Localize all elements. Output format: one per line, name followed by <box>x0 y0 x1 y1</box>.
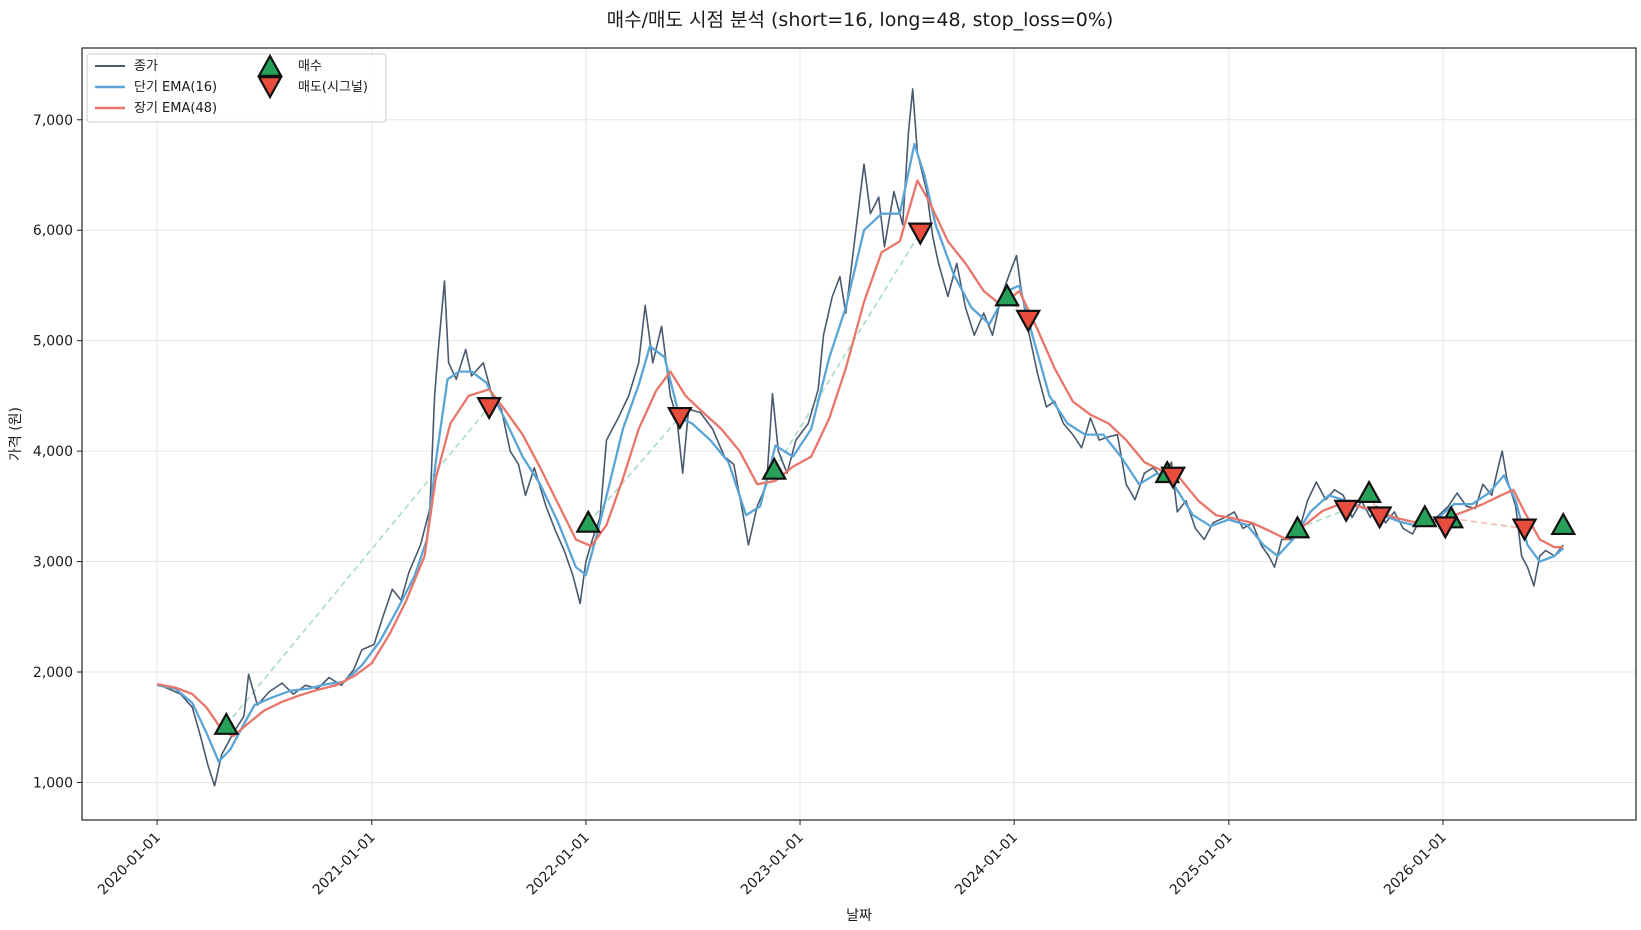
y-axis-label: 가격 (원) <box>8 407 24 461</box>
sell-marker <box>476 397 502 421</box>
sell-marker <box>1333 499 1360 523</box>
trade-connector <box>225 406 490 726</box>
buy-marker <box>761 456 788 480</box>
legend-swatch-sell <box>257 76 283 100</box>
x-axis-label: 날짜 <box>846 908 872 924</box>
legend-label-close: 종가 <box>134 59 158 74</box>
sell-marker <box>1366 506 1393 530</box>
series-line-long-ema <box>156 179 1564 738</box>
x-tick-label: 2024-01-01 <box>952 830 1021 899</box>
sell-marker <box>1160 466 1187 490</box>
legend-label-short-ema: 단기 EMA(16) <box>134 80 217 95</box>
x-tick-label: 2023-01-01 <box>738 830 807 899</box>
grid-layer <box>82 48 1636 820</box>
y-tick-label: 3,000 <box>33 555 73 571</box>
legend-swatch-buy <box>257 53 283 77</box>
buy-marker <box>1356 479 1382 503</box>
y-tick-label: 1,000 <box>33 775 73 791</box>
series-line-short-ema <box>156 142 1565 763</box>
buy-marker <box>1284 515 1311 539</box>
legend-box <box>86 53 387 123</box>
x-tick-label: 2022-01-01 <box>524 830 593 899</box>
trade-connector <box>587 416 681 524</box>
sell-marker <box>907 222 934 246</box>
marker-layer <box>213 222 1577 735</box>
x-tick-label: 2021-01-01 <box>310 830 379 899</box>
y-tick-label: 7,000 <box>33 113 73 129</box>
trade-connector <box>1297 508 1347 530</box>
series-layer <box>156 88 1565 787</box>
buy-marker <box>994 283 1020 307</box>
sell-marker <box>1015 309 1042 333</box>
y-tick-label: 2,000 <box>33 665 73 681</box>
trade-connector <box>773 232 921 471</box>
x-tick-label: 2025-01-01 <box>1167 830 1236 899</box>
x-tick-label: 2020-01-01 <box>95 830 164 899</box>
legend-label-long-ema: 장기 EMA(48) <box>134 101 217 116</box>
x-tick-label: 2026-01-01 <box>1381 830 1450 899</box>
legend-buy-marker <box>257 53 283 77</box>
sell-marker <box>1432 516 1459 540</box>
legend-label-buy: 매수 <box>298 59 322 74</box>
legend-label-sell: 매도(시그널) <box>298 80 368 95</box>
chart-title: 매수/매도 시점 분석 (short=16, long=48, stop_los… <box>607 9 1114 31</box>
buy-marker <box>213 711 240 735</box>
trade-layer <box>225 232 1525 726</box>
buy-marker <box>1411 504 1438 528</box>
legend-sell-marker <box>257 76 283 100</box>
y-tick-label: 5,000 <box>33 334 73 350</box>
sell-marker <box>666 406 693 431</box>
y-tick-label: 4,000 <box>33 444 73 460</box>
sell-marker <box>1511 518 1538 542</box>
series-line-close <box>156 88 1564 787</box>
legend: 종가 단기 EMA(16) 장기 EMA(48) 매수 매도(시그널) <box>86 53 387 123</box>
buy-marker <box>575 509 602 533</box>
buy-marker <box>1550 511 1577 536</box>
plot-frame <box>81 47 1637 821</box>
trade-connector <box>1451 517 1525 530</box>
y-tick-label: 6,000 <box>33 223 73 239</box>
